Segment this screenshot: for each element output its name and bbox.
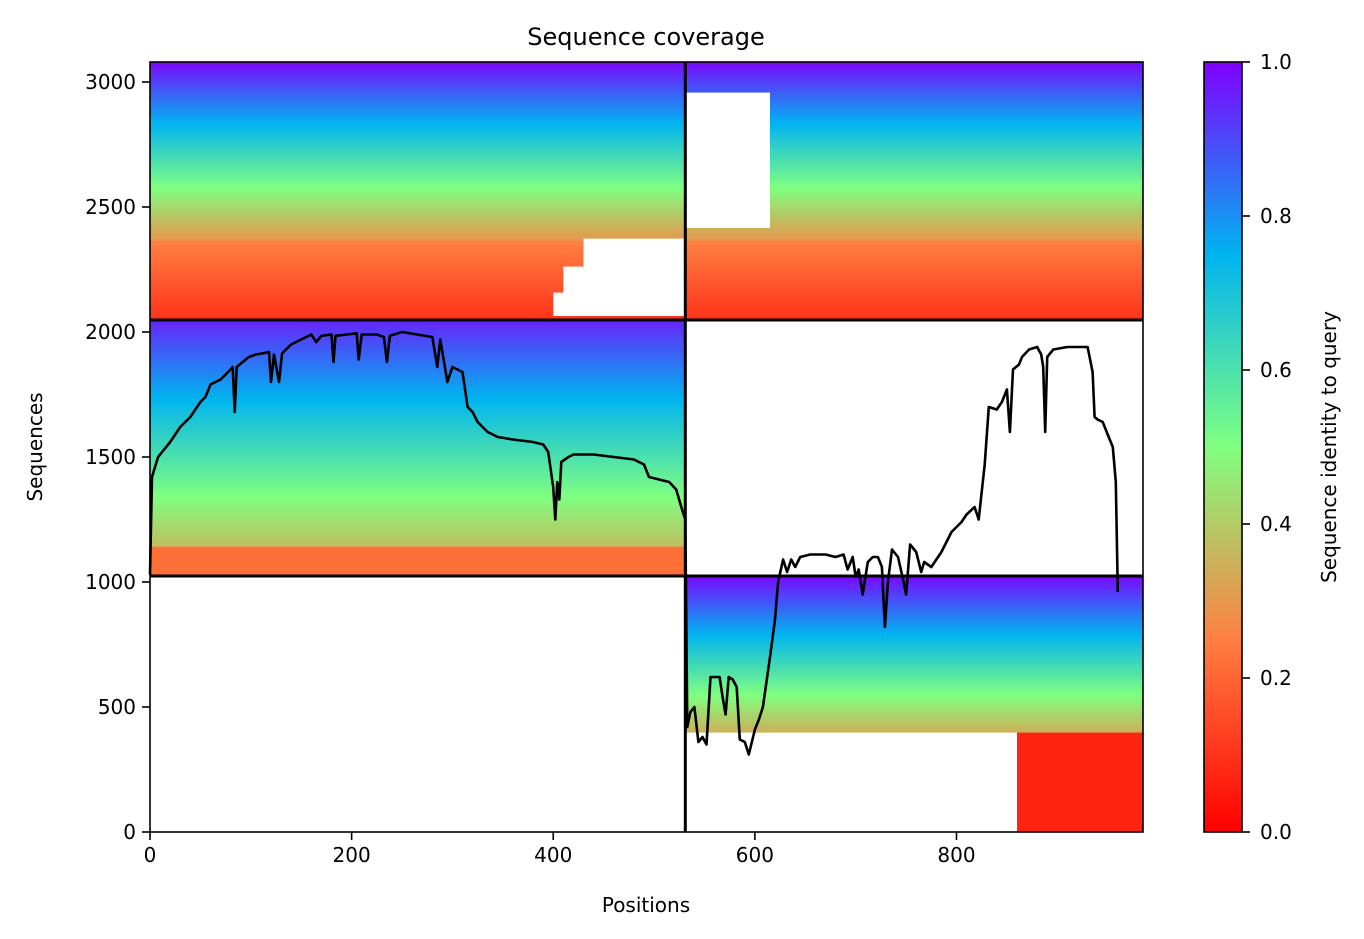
y-tick-label: 0 [123, 820, 136, 844]
y-tick-label: 1500 [85, 445, 136, 469]
coverage-line [148, 330, 1120, 756]
x-tick-label: 200 [333, 843, 371, 867]
x-tick-label: 400 [534, 843, 572, 867]
colorbar-tick-label: 0.4 [1260, 512, 1292, 536]
colorbar-tick-label: 0.2 [1260, 666, 1292, 690]
x-tick-label: 0 [144, 843, 157, 867]
colorbar-label: Sequence identity to query [1317, 311, 1341, 583]
x-axis-ticks: 0 200 400 600 800 [144, 832, 976, 867]
block-separators [150, 62, 1143, 832]
colorbar-tick-label: 1.0 [1260, 50, 1292, 74]
y-tick-label: 500 [98, 695, 136, 719]
y-axis-ticks: 0 500 1000 1500 2000 2500 3000 [85, 70, 150, 844]
y-tick-label: 3000 [85, 70, 136, 94]
colorbar [1203, 61, 1243, 833]
block-bottom-right [685, 576, 1143, 832]
colorbar-tick-label: 0.0 [1260, 820, 1292, 844]
block-top-right [685, 62, 1143, 321]
y-axis-label: Sequences [23, 392, 47, 501]
chart-title: Sequence coverage [527, 23, 764, 51]
x-tick-label: 600 [736, 843, 774, 867]
block-middle-left [150, 320, 686, 577]
x-tick-label: 800 [937, 843, 975, 867]
block-top-left [150, 62, 686, 321]
colorbar-tick-label: 0.6 [1260, 358, 1292, 382]
x-axis-label: Positions [602, 893, 690, 917]
colorbar-tick-label: 0.8 [1260, 204, 1292, 228]
y-tick-label: 2500 [85, 195, 136, 219]
colorbar-ticks: 0.0 0.2 0.4 0.6 0.8 1.0 [1242, 50, 1292, 844]
y-tick-label: 1000 [85, 570, 136, 594]
y-tick-label: 2000 [85, 320, 136, 344]
plot-frame [149, 61, 1144, 833]
coverage-heatmap [150, 62, 1143, 832]
